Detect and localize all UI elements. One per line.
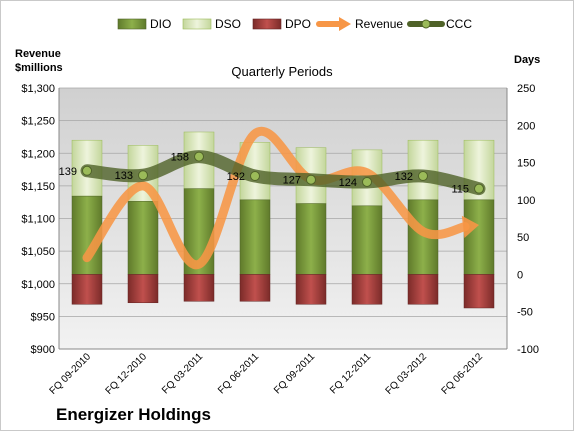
right-axis-label: Days: [514, 54, 540, 66]
revenue-line: [82, 126, 470, 269]
ccc-marker: [138, 170, 148, 181]
right-tick-label: -50: [517, 307, 533, 319]
left-tick-label: $1,200: [21, 148, 55, 160]
x-tick-label: FQ 03-2012: [384, 351, 430, 397]
left-tick-label: $1,050: [21, 246, 55, 258]
legend-item-dpo: DPO: [252, 17, 311, 31]
ccc-series: 139 133 158 132 127 124 132 115: [59, 150, 486, 196]
left-axis-label-line1: Revenue: [15, 48, 61, 60]
x-tick-label: FQ 09-2011: [272, 351, 317, 396]
ccc-marker: [306, 174, 316, 185]
x-axis-ticks: FQ 09-2010 FQ 12-2010 FQ 03-2011 FQ 06-2011…: [48, 351, 486, 397]
legend-label-revenue: Revenue: [355, 17, 403, 31]
chart-title: Quarterly Periods: [231, 64, 333, 79]
x-tick-label: FQ 12-2011: [328, 351, 373, 396]
legend-swatch-dpo: [252, 18, 282, 30]
legend-label-dpo: DPO: [285, 17, 311, 31]
left-axis-label-line2: $millions: [15, 62, 63, 74]
right-tick-label: 100: [517, 195, 535, 207]
bar-dpo: [239, 274, 271, 302]
ccc-data-label: 158: [171, 152, 189, 164]
bar-dpo: [351, 274, 383, 305]
bar-dpo: [71, 274, 103, 305]
legend: DIO DSO DPO Revenue CCC: [117, 17, 472, 31]
legend-item-revenue: Revenue: [316, 17, 403, 31]
ccc-marker: [250, 170, 260, 181]
ccc-data-label: 139: [59, 166, 77, 178]
bar-dpo: [407, 274, 439, 305]
ccc-data-label: 133: [115, 170, 133, 182]
left-tick-label: $950: [31, 311, 55, 323]
right-tick-label: 200: [517, 120, 535, 132]
revenue-series: [82, 126, 479, 269]
x-tick-label: FQ 03-2011: [160, 351, 205, 396]
legend-item-dio: DIO: [117, 17, 171, 31]
bar-dpo: [183, 274, 215, 302]
bar-dpo: [463, 274, 495, 309]
ccc-marker: [82, 165, 92, 176]
bar-series: [71, 131, 495, 309]
legend-marker-ccc: [421, 19, 431, 29]
left-tick-label: $1,100: [21, 214, 55, 226]
legend-item-dso: DSO: [182, 17, 241, 31]
left-tick-label: $1,250: [21, 116, 55, 128]
left-tick-label: $900: [31, 344, 55, 356]
legend-arrow-revenue: [339, 17, 351, 31]
bar-dio: [295, 203, 327, 275]
ccc-data-label: 132: [395, 171, 413, 183]
legend-swatch-dio: [117, 18, 147, 30]
ccc-data-label: 124: [339, 177, 357, 189]
bar-dio: [351, 205, 383, 275]
ccc-data-label: 115: [451, 184, 469, 196]
ccc-data-label: 127: [283, 175, 301, 187]
x-tick-label: FQ 06-2012: [440, 351, 486, 397]
legend-swatch-dso: [182, 18, 212, 30]
x-tick-label: FQ 09-2010: [48, 351, 94, 397]
right-tick-label: 0: [517, 269, 523, 281]
ccc-marker: [418, 170, 428, 181]
revenue-arrowhead: [461, 215, 479, 239]
right-axis-ticks: -100 -50 0 50 100 150 200 250: [517, 83, 539, 356]
right-tick-label: 150: [517, 158, 535, 170]
legend-label-dso: DSO: [215, 17, 241, 31]
bar-dio: [127, 201, 159, 275]
left-axis-ticks: $900 $950 $1,000 $1,050 $1,100 $1,150 $1,200 $1…: [21, 83, 55, 356]
x-tick-label: FQ 06-2011: [216, 351, 261, 396]
bar-dio: [463, 199, 495, 275]
bar-dpo: [127, 274, 159, 304]
legend-label-dio: DIO: [150, 17, 171, 31]
ccc-marker: [362, 176, 372, 187]
x-tick-label: FQ 12-2010: [104, 351, 150, 397]
bar-dio: [239, 199, 271, 275]
ccc-data-label: 132: [227, 171, 245, 183]
left-tick-label: $1,300: [21, 83, 55, 95]
right-tick-label: 250: [517, 83, 535, 95]
right-tick-label: 50: [517, 232, 529, 244]
ccc-marker: [474, 183, 484, 194]
left-tick-label: $1,000: [21, 279, 55, 291]
ccc-marker: [194, 151, 204, 162]
legend-item-ccc: CCC: [407, 17, 472, 31]
legend-label-ccc: CCC: [446, 17, 472, 31]
bar-dpo: [295, 274, 327, 305]
company-name: Energizer Holdings: [56, 405, 211, 424]
left-tick-label: $1,150: [21, 181, 55, 193]
right-tick-label: -100: [517, 344, 539, 356]
